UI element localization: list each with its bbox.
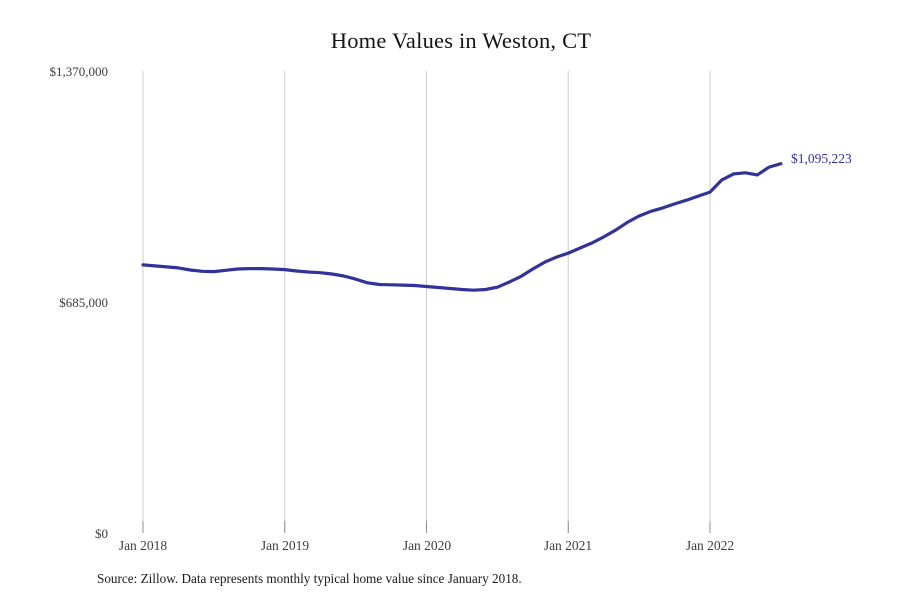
home-value-trend-line [141,162,783,292]
x-axis-label-jan-2018: Jan 2018 [118,538,168,553]
y-axis-label-zero: $0 [95,526,108,541]
home-value-line-series [141,162,783,292]
x-axis-label-jan-2021: Jan 2021 [543,538,593,553]
chart-title: Home Values in Weston, CT [330,28,592,53]
source-attribution-note: Source: Zillow. Data represents monthly … [97,571,522,586]
y-axis-label-mid: $685,000 [59,295,108,310]
x-axis-label-jan-2022: Jan 2022 [685,538,735,553]
x-axis-label-jan-2019: Jan 2019 [260,538,310,553]
x-axis-ticks [142,521,711,533]
y-axis-label-max: $1,370,000 [49,64,109,79]
latest-value-data-label: $1,095,223 [791,151,852,166]
vertical-gridlines [142,71,711,533]
x-axis-label-jan-2020: Jan 2020 [402,538,452,553]
